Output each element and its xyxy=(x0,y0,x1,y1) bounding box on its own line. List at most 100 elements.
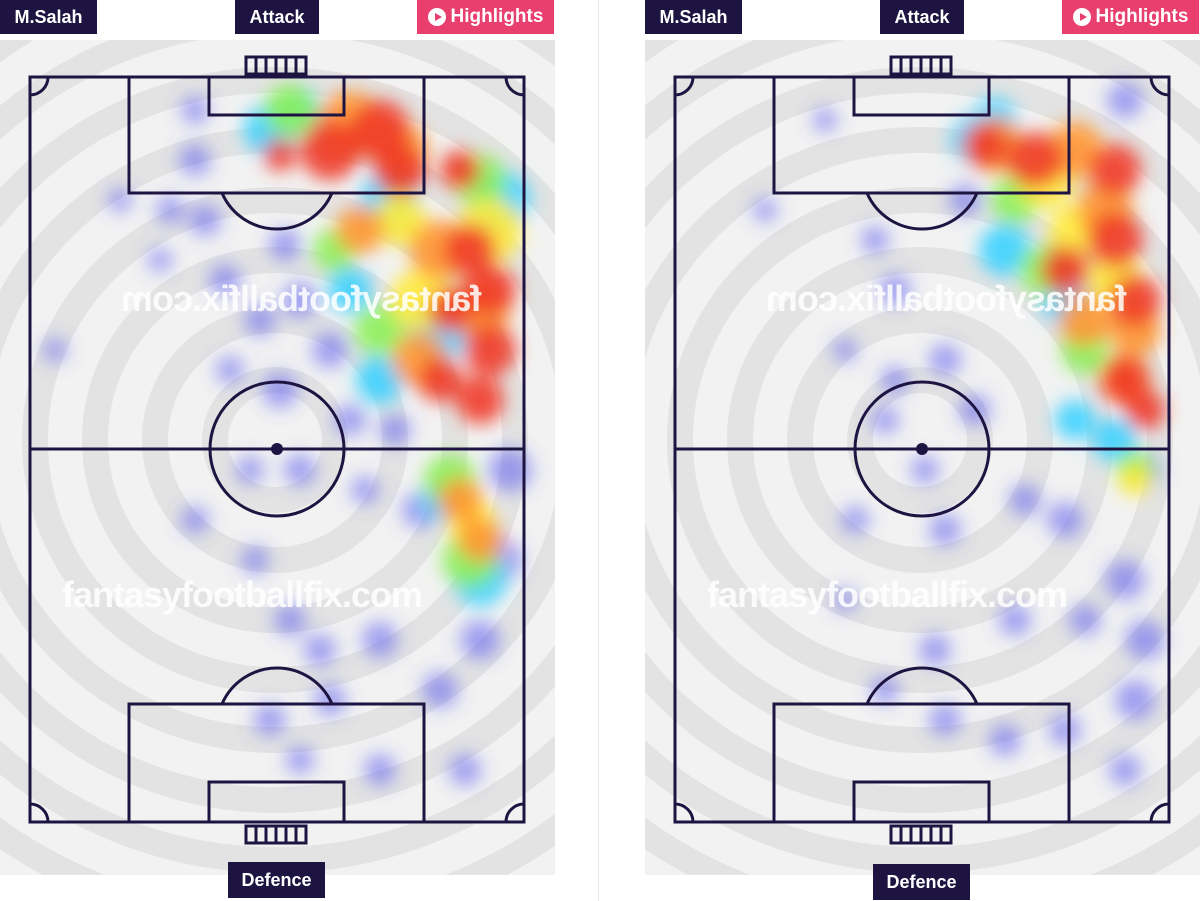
attack-label: Attack xyxy=(880,0,964,34)
heat-blob xyxy=(1007,132,1063,188)
heatmap-blobs xyxy=(43,84,532,786)
centre-spot xyxy=(916,443,928,455)
heat-blob xyxy=(464,324,516,376)
heat-blob xyxy=(1115,680,1155,720)
heat-blob xyxy=(286,746,314,774)
heat-blob xyxy=(458,518,502,562)
watermark-text: fantasyfootballfix.com xyxy=(121,278,482,319)
heat-blob xyxy=(312,332,348,368)
heat-blob xyxy=(148,248,172,272)
pitch-lines xyxy=(28,55,526,845)
heat-blob xyxy=(181,506,209,534)
watermark-text: fantasyfootballfix.com xyxy=(766,278,1127,319)
heat-blob xyxy=(179,144,211,176)
defence-label: Defence xyxy=(228,862,325,898)
heat-blob xyxy=(871,406,899,434)
heat-blob xyxy=(269,229,301,261)
heat-blob xyxy=(989,724,1021,756)
heatmap-panel-right: fantasyfootballfix.com fantasyfootballfi… xyxy=(645,0,1200,901)
heat-blob xyxy=(351,476,379,504)
heat-blob xyxy=(241,546,269,574)
heat-blob xyxy=(1125,390,1165,430)
heat-blob xyxy=(963,123,1007,167)
heat-blob xyxy=(304,634,336,666)
heat-blob xyxy=(181,96,209,124)
heat-blob xyxy=(374,194,426,246)
heat-blob xyxy=(1119,464,1151,496)
heat-blob xyxy=(861,226,889,254)
play-icon xyxy=(427,8,446,26)
heat-blob xyxy=(911,456,939,484)
heat-blob xyxy=(753,198,777,222)
heat-blob xyxy=(282,282,318,318)
watermark-text: fantasyfootballfix.com xyxy=(62,574,423,615)
heat-blob xyxy=(1109,274,1161,326)
heat-blob xyxy=(362,622,398,658)
heat-blob xyxy=(216,356,244,384)
heat-blob xyxy=(833,588,857,612)
heat-blob xyxy=(1109,754,1141,786)
heat-blob xyxy=(209,264,241,296)
heat-blob xyxy=(254,704,286,736)
heat-blob xyxy=(300,120,360,180)
heat-blob xyxy=(979,224,1031,276)
highlights-button[interactable]: Highlights xyxy=(1062,0,1199,34)
heat-blob xyxy=(264,84,316,136)
heat-blob xyxy=(354,304,406,356)
heat-blob xyxy=(1125,620,1165,660)
heat-blob xyxy=(449,754,481,786)
play-icon xyxy=(1072,8,1091,26)
heat-blob xyxy=(1069,604,1101,636)
heat-blob xyxy=(488,448,532,492)
heat-blob xyxy=(379,414,411,446)
heat-blob xyxy=(1087,212,1143,268)
highlights-button-label: Highlights xyxy=(450,6,544,27)
heatmap-blobs xyxy=(753,82,1165,786)
heat-blob xyxy=(881,366,909,394)
heat-blob xyxy=(328,268,372,312)
heat-blob xyxy=(440,150,480,190)
player-name-label: M.Salah xyxy=(0,0,97,34)
heat-blob xyxy=(43,338,67,362)
heat-blob xyxy=(1047,502,1083,538)
heatmap-left xyxy=(0,40,555,875)
heat-blob xyxy=(1009,484,1041,516)
heat-blob xyxy=(1055,400,1095,440)
heat-blob xyxy=(364,754,396,786)
heat-blob xyxy=(264,139,296,171)
heat-blob xyxy=(156,196,184,224)
heat-blob xyxy=(422,672,458,708)
heat-blob xyxy=(999,604,1031,636)
heat-blob xyxy=(456,376,504,424)
heat-blob xyxy=(189,204,221,236)
player-name-label: M.Salah xyxy=(645,0,742,34)
attack-label: Attack xyxy=(235,0,319,34)
heat-blob xyxy=(262,372,298,408)
heat-blob xyxy=(1059,294,1111,346)
heat-blob xyxy=(244,304,276,336)
heat-blob xyxy=(236,456,264,484)
heat-blob xyxy=(1089,144,1141,196)
defence-label: Defence xyxy=(873,864,970,900)
heat-blob xyxy=(274,604,306,636)
heat-blob xyxy=(929,704,961,736)
heat-blob xyxy=(833,338,857,362)
heatmap-panel-left: fantasyfootballfix.com fantasyfootballfi… xyxy=(0,0,555,901)
heat-blob xyxy=(1107,82,1143,118)
heatmap-right xyxy=(645,40,1200,875)
heat-blob xyxy=(1105,560,1145,600)
heat-blob xyxy=(1093,418,1137,462)
heat-blob xyxy=(108,188,132,212)
heat-blob xyxy=(438,478,482,522)
heat-blob xyxy=(428,288,472,332)
heat-blob xyxy=(460,620,500,660)
heat-blob xyxy=(841,506,869,534)
heat-blob xyxy=(356,356,404,404)
highlights-button[interactable]: Highlights xyxy=(417,0,554,34)
centre-spot xyxy=(271,443,283,455)
heat-blob xyxy=(929,344,961,376)
heat-blob xyxy=(1041,246,1089,294)
radial-rings xyxy=(645,40,1200,875)
panel-divider xyxy=(598,0,599,901)
heat-blob xyxy=(374,144,426,196)
